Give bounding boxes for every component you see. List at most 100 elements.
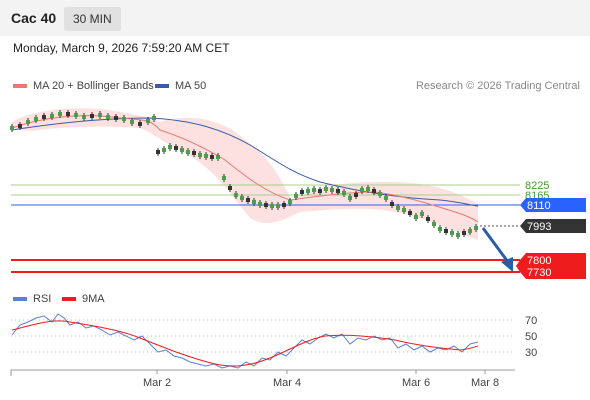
candle-body	[318, 189, 322, 193]
forecast-arrowhead	[501, 257, 513, 272]
legend-rsi-ma: 9MA	[62, 293, 105, 305]
rsi-ma-swatch	[62, 297, 76, 301]
chart-header: Cac 40 30 MIN	[0, 0, 590, 36]
candle-body	[168, 145, 172, 149]
legend-ma50: MA 50	[155, 80, 206, 92]
instrument-title: Cac 40	[11, 10, 57, 26]
ma20-swatch	[13, 84, 27, 88]
candle-body	[74, 113, 78, 117]
candle-body	[216, 155, 220, 159]
candle-body	[146, 119, 150, 123]
candle-body	[306, 189, 310, 193]
candle-body	[468, 229, 472, 233]
candle-body	[288, 200, 292, 204]
x-label-mar8: Mar 8	[471, 377, 499, 389]
last-price-label: 7993	[527, 221, 551, 233]
candle-body	[312, 188, 316, 192]
rsi-label-50: 50	[525, 331, 537, 343]
candle-body	[396, 206, 400, 210]
support-label-1: 7800	[527, 255, 551, 267]
legend-ma50-label: MA 50	[175, 80, 207, 92]
candle-body	[342, 191, 346, 195]
candle-body	[114, 116, 118, 120]
x-label-mar6: Mar 6	[402, 377, 430, 389]
candle-body	[210, 155, 214, 159]
rsi-label-30: 30	[525, 347, 537, 359]
candle-body	[152, 116, 156, 120]
price-candles	[10, 110, 478, 239]
candle-body	[390, 202, 394, 206]
candle-body	[264, 203, 268, 207]
candle-body	[420, 212, 424, 216]
rsi-line	[11, 313, 479, 369]
candle-body	[42, 115, 46, 119]
candle-body	[462, 231, 466, 235]
bollinger-band	[12, 108, 478, 240]
legend-ma20-label: MA 20 + Bollinger Bands	[33, 80, 154, 92]
candle-body	[258, 202, 262, 206]
candle-body	[234, 193, 238, 197]
candle-body	[474, 226, 478, 230]
candle-body	[270, 204, 274, 208]
candle-body	[198, 153, 202, 157]
candle-body	[228, 186, 232, 190]
timeframe-button[interactable]: 30 MIN	[64, 7, 121, 31]
candle-body	[34, 117, 38, 121]
candle-body	[10, 126, 14, 130]
candle-body	[282, 203, 286, 207]
candle-body	[162, 148, 166, 152]
candle-body	[252, 200, 256, 204]
x-axis-ticks	[156, 370, 486, 374]
candle-body	[106, 115, 110, 119]
legend-rsi: RSI	[13, 293, 51, 305]
chart-datetime: Monday, March 9, 2026 7:59:20 AM CET	[13, 41, 230, 55]
legend-rsi-ma-label: 9MA	[82, 293, 105, 305]
x-label-mar4: Mar 4	[273, 377, 301, 389]
copyright-text: Research © 2026 Trading Central	[415, 80, 580, 92]
candle-body	[366, 187, 370, 191]
pivot-label: 8110	[527, 200, 551, 212]
forecast-arrow	[481, 227, 510, 263]
candle-body	[138, 122, 142, 126]
support-tag	[516, 253, 586, 279]
candle-body	[360, 188, 364, 192]
candle-body	[276, 204, 280, 208]
candle-body	[330, 188, 334, 192]
candle-body	[180, 148, 184, 152]
candle-body	[240, 196, 244, 200]
candle-body	[348, 196, 352, 200]
candle-body	[384, 196, 388, 200]
rsi-swatch	[13, 297, 27, 301]
legend-ma20: MA 20 + Bollinger Bands	[13, 80, 154, 92]
candle-body	[354, 193, 358, 197]
candle-body	[372, 189, 376, 193]
legend-rsi-label: RSI	[33, 293, 52, 305]
candle-body	[432, 222, 436, 226]
candle-body	[450, 231, 454, 235]
rsi-ma-line	[11, 320, 479, 367]
ma20-line	[11, 115, 479, 223]
candle-body	[26, 120, 30, 124]
candle-body	[82, 115, 86, 119]
candle-body	[50, 114, 54, 118]
candle-body	[294, 194, 298, 198]
ma50-swatch	[155, 84, 169, 88]
candle-body	[336, 189, 340, 193]
candle-body	[192, 151, 196, 155]
pivot-tag	[520, 198, 586, 212]
candle-body	[444, 229, 448, 233]
last-price-tag	[520, 219, 586, 233]
candle-body	[66, 112, 70, 116]
candle-body	[456, 233, 460, 237]
rsi-label-70: 70	[525, 315, 537, 327]
candle-body	[300, 190, 304, 194]
resistance-label-1: 8225	[525, 180, 549, 192]
candle-body	[174, 146, 178, 150]
candle-body	[414, 215, 418, 219]
x-label-mar2: Mar 2	[143, 377, 171, 389]
candle-body	[186, 150, 190, 154]
candle-body	[58, 112, 62, 116]
candle-body	[90, 114, 94, 118]
candle-body	[222, 176, 226, 180]
